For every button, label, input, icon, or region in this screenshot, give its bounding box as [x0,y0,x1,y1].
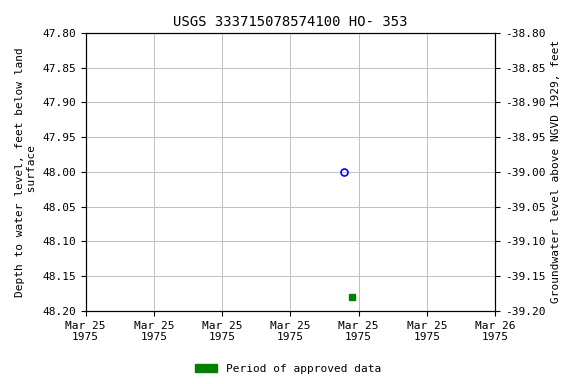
Legend: Period of approved data: Period of approved data [191,359,385,379]
Title: USGS 333715078574100 HO- 353: USGS 333715078574100 HO- 353 [173,15,408,29]
Y-axis label: Depth to water level, feet below land
 surface: Depth to water level, feet below land su… [15,47,37,297]
Y-axis label: Groundwater level above NGVD 1929, feet: Groundwater level above NGVD 1929, feet [551,40,561,303]
